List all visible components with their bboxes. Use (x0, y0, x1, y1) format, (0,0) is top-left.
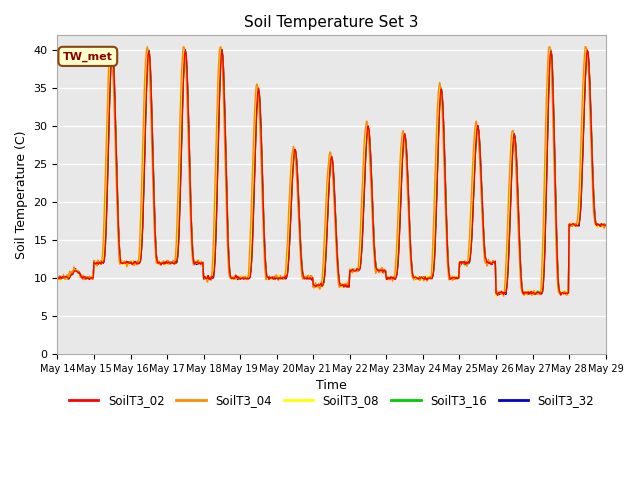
Legend: SoilT3_02, SoilT3_04, SoilT3_08, SoilT3_16, SoilT3_32: SoilT3_02, SoilT3_04, SoilT3_08, SoilT3_… (64, 389, 599, 411)
Y-axis label: Soil Temperature (C): Soil Temperature (C) (15, 130, 28, 259)
Title: Soil Temperature Set 3: Soil Temperature Set 3 (244, 15, 419, 30)
Text: TW_met: TW_met (63, 51, 113, 61)
X-axis label: Time: Time (316, 379, 347, 392)
